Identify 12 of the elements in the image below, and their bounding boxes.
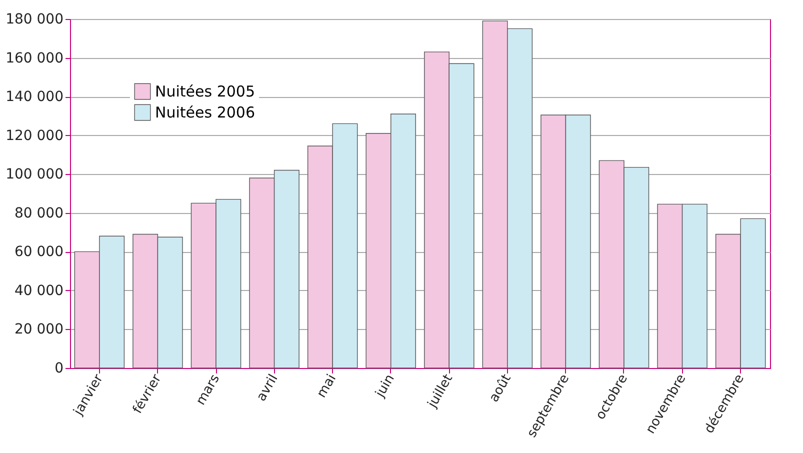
y-tick-label: 80 000	[14, 205, 64, 222]
y-tick-label: 120 000	[6, 128, 64, 144]
y-tick-label: 60 000	[14, 244, 64, 260]
y-tick-label: 100 000	[6, 166, 64, 183]
legend-label: Nuitées 2006	[155, 104, 255, 122]
y-tick-label: 160 000	[6, 50, 64, 66]
y-tick-label: 0	[54, 360, 64, 376]
y-tick-label: 180 000	[6, 12, 64, 28]
y-tick-label: 40 000	[14, 282, 64, 299]
legend-label: Nuitées 2005	[155, 82, 255, 100]
y-tick-label: 140 000	[6, 89, 64, 106]
y-tick-label: 20 000	[14, 322, 64, 338]
